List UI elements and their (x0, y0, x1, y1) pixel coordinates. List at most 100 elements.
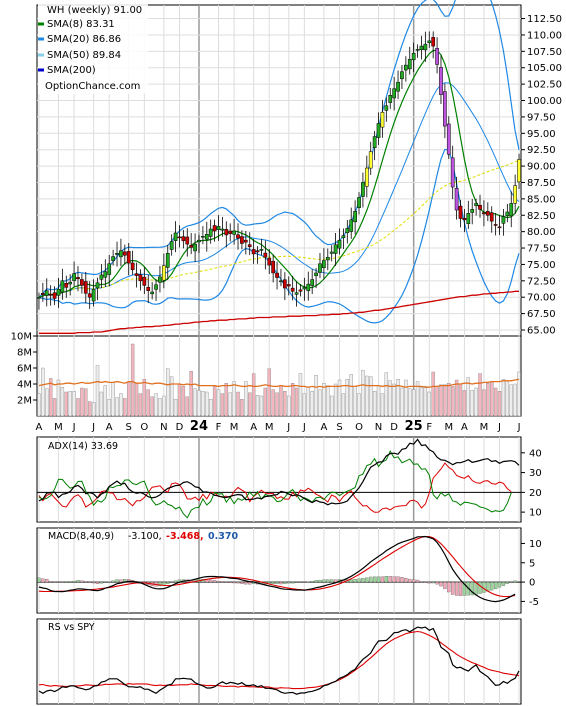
macd-histogram-bar (396, 576, 400, 583)
price-tick-label: 110.00 (527, 30, 562, 41)
candle-body (357, 197, 361, 208)
volume-bar (103, 385, 108, 417)
volume-bar (181, 386, 186, 417)
volume-bar (458, 383, 463, 417)
macd-histogram-bar (52, 581, 57, 583)
volume-bar (263, 387, 268, 417)
macd-histogram-bar (357, 578, 361, 583)
volume-bar (193, 388, 197, 417)
volume-bar (517, 371, 521, 417)
candle-body (228, 230, 233, 234)
macd-histogram-bar (158, 581, 162, 587)
macd-histogram-bar (513, 580, 517, 583)
volume-bar (271, 389, 275, 417)
volume-bar (56, 379, 61, 417)
volume-bar (493, 387, 498, 417)
rs-line (38, 626, 520, 695)
plus-di-line (38, 450, 512, 519)
macd-tick-label: -5 (529, 597, 539, 608)
candle-body (322, 260, 326, 268)
volume-bar (411, 389, 416, 417)
x-tick-label: F (426, 422, 432, 433)
x-tick-label: S (336, 422, 342, 433)
volume-bar (447, 383, 451, 417)
volume-bar (76, 398, 80, 417)
x-tick-label: A (106, 422, 113, 433)
macd-histogram-bar (248, 581, 252, 585)
price-tick-label: 77.50 (527, 244, 556, 255)
price-tick-label: 80.00 (527, 227, 556, 238)
candle-body (208, 228, 213, 237)
macd-histogram-bar (447, 581, 451, 593)
volume-bar (185, 396, 189, 417)
macd-histogram-bar (244, 581, 248, 585)
candle-body (142, 276, 147, 286)
candle-body (247, 244, 252, 247)
candle-body (80, 279, 84, 286)
volume-bar (333, 383, 338, 417)
macd-histogram-bar (388, 576, 392, 583)
volume-bar (443, 384, 447, 417)
macd-histogram-bar (45, 579, 49, 583)
price-tick-label: 82.50 (527, 211, 556, 222)
volume-bar (290, 383, 295, 417)
macd-histogram-bar (212, 580, 217, 583)
volume-bar (462, 390, 467, 417)
volume-bar (505, 380, 510, 417)
volume-bar (318, 389, 322, 417)
candle-body (513, 185, 517, 204)
candle-body (376, 123, 381, 138)
candle-body (107, 263, 112, 275)
candle-body (411, 53, 416, 61)
price-tick-label: 112.50 (527, 14, 562, 25)
macd-histogram-bar (170, 581, 174, 583)
adx-line (38, 438, 520, 506)
volume-bar (298, 373, 303, 417)
volume-bar (337, 379, 342, 417)
macd-histogram-bar (298, 581, 303, 583)
macd-histogram-bar (497, 581, 502, 588)
macd-histogram-bar (294, 581, 299, 583)
macd-histogram-bar (400, 577, 404, 583)
macd-histogram-bar (419, 581, 424, 583)
candle-body (368, 151, 373, 169)
macd-histogram-bar (427, 581, 431, 584)
volume-bar (251, 373, 256, 417)
volume-bar (248, 392, 252, 417)
macd-value: -3.100, (128, 531, 162, 542)
macd-label: MACD(8,40,9) (48, 531, 114, 542)
macd-histogram-bar (80, 580, 84, 583)
volume-bar (396, 379, 400, 417)
candle-body (76, 277, 80, 280)
macd-histogram-bar (107, 581, 111, 583)
macd-histogram-bar (76, 580, 80, 583)
candle-body (177, 236, 182, 239)
price-tick-label: 97.50 (527, 112, 556, 123)
candle-body (204, 234, 209, 240)
x-tick-label: J (302, 422, 306, 433)
candle-body (99, 274, 104, 280)
candle-body (353, 211, 357, 223)
macd-histogram-bar (439, 581, 443, 587)
x-tick-label: S (126, 422, 132, 433)
candle-body (56, 289, 61, 296)
volume-bar (220, 393, 225, 417)
x-tick-label: M (444, 422, 453, 433)
macd-tick-label: 0 (529, 578, 535, 589)
x-tick-label: D (390, 422, 398, 433)
candle-body (364, 167, 369, 187)
volume-tick-label: 2M (17, 396, 32, 407)
volume-bar (294, 387, 299, 417)
candle-body (485, 211, 490, 216)
minus-di-line (38, 462, 512, 513)
rs-label: RS vs SPY (48, 622, 95, 633)
volume-bar (497, 391, 502, 417)
sma50-line (38, 159, 520, 298)
macd-histogram-bar (361, 578, 365, 583)
candle-body (259, 249, 264, 251)
candle-body (337, 239, 342, 249)
volume-bar (310, 391, 314, 417)
volume-bar (134, 383, 139, 417)
adx-panel: 40 30 20 10 (37, 438, 542, 519)
volume-bar (41, 367, 45, 417)
